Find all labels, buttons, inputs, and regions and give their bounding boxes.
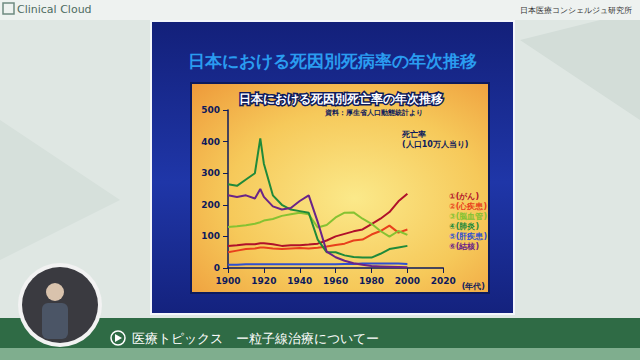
html-text:Clinical Cloud: Clinical Cloud xyxy=(17,3,92,16)
svg-text:100: 100 xyxy=(201,231,220,241)
svg-text:1920: 1920 xyxy=(251,276,276,286)
svg-text:資料：厚生省人口動態統計より: 資料：厚生省人口動態統計より xyxy=(324,108,423,117)
svg-text:④(肺炎): ④(肺炎) xyxy=(449,222,479,231)
svg-text:日本における死因別死亡率の年次推移: 日本における死因別死亡率の年次推移 xyxy=(239,92,443,106)
svg-text:1960: 1960 xyxy=(323,276,348,286)
svg-text:2000: 2000 xyxy=(395,276,420,286)
svg-text:300: 300 xyxy=(201,168,220,178)
svg-text:2020: 2020 xyxy=(431,276,456,286)
svg-text:⑥(結核): ⑥(結核) xyxy=(449,242,479,251)
svg-text:1940: 1940 xyxy=(287,276,312,286)
svg-text:1980: 1980 xyxy=(359,276,384,286)
svg-text:0: 0 xyxy=(214,263,220,273)
svg-text:②(心疾患): ②(心疾患) xyxy=(449,201,487,211)
html-text:医療トピックス ー粒子線治療についてー: 医療トピックス ー粒子線治療についてー xyxy=(132,331,379,346)
svg-text:200: 200 xyxy=(201,200,220,210)
svg-text:(年代): (年代) xyxy=(462,282,485,291)
svg-text:①(がん): ①(がん) xyxy=(449,192,479,201)
svg-text:500: 500 xyxy=(201,105,220,115)
svg-text:③(脳血管): ③(脳血管) xyxy=(449,212,487,221)
svg-text:1900: 1900 xyxy=(215,276,240,286)
svg-text:400: 400 xyxy=(201,137,220,147)
svg-text:⑤(肝疾患): ⑤(肝疾患) xyxy=(449,232,487,241)
svg-text:死亡率: 死亡率 xyxy=(401,129,426,139)
svg-text:(人口10万人当り): (人口10万人当り) xyxy=(402,140,468,149)
html-text:日本医療コンシェルジュ研究所: 日本医療コンシェルジュ研究所 xyxy=(520,6,632,15)
html-text:日本における死因別死病率の年次推移: 日本における死因別死病率の年次推移 xyxy=(188,51,477,71)
